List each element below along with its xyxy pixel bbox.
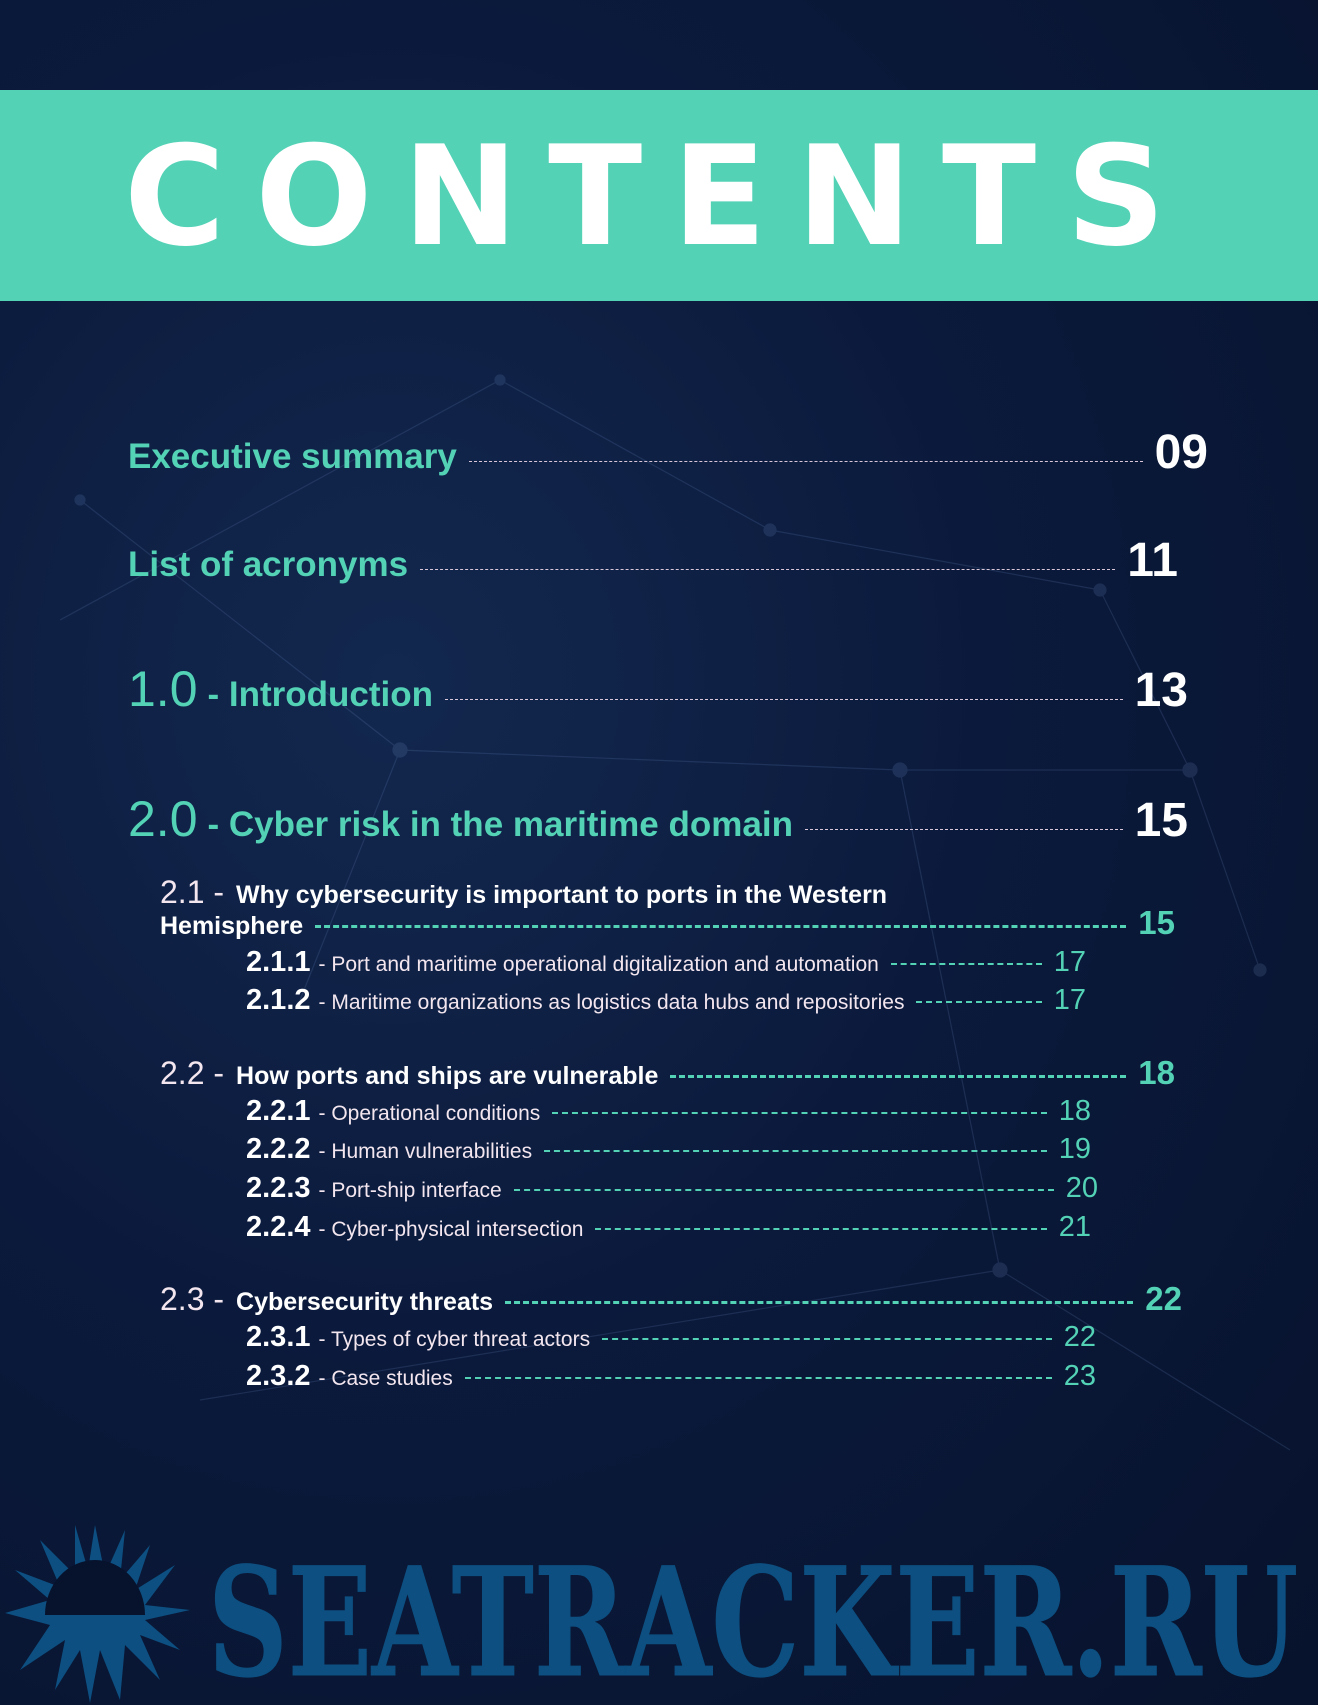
toc-entry-executive-summary[interactable]: Executive summary 09 bbox=[128, 425, 1208, 480]
toc-entry-2-2-1[interactable]: 2.2.1 - Operational conditions 18 bbox=[246, 1095, 1091, 1128]
section-number: 2.1.2 bbox=[246, 984, 311, 1016]
page-number: 18 bbox=[1138, 1054, 1175, 1091]
entry-label: - Types of cyber threat actors bbox=[318, 1328, 591, 1351]
entry-label: - Cyber risk in the maritime domain bbox=[207, 805, 793, 844]
toc-entry-2-1-line2[interactable]: Hemisphere 15 bbox=[160, 904, 1175, 942]
page-number: 23 bbox=[1063, 1360, 1096, 1392]
toc-entry-2-2-4[interactable]: 2.2.4 - Cyber-physical intersection 21 bbox=[246, 1211, 1091, 1244]
page-number: 09 bbox=[1154, 426, 1208, 479]
section-number: 2.2.4 bbox=[246, 1211, 311, 1243]
dot-leader bbox=[595, 1228, 1047, 1230]
entry-label: - Port-ship interface bbox=[318, 1179, 502, 1202]
entry-label: Executive summary bbox=[128, 437, 457, 476]
toc-entry-2-1-1[interactable]: 2.1.1 - Port and maritime operational di… bbox=[246, 946, 1086, 979]
dot-leader bbox=[544, 1150, 1047, 1152]
page-number: 20 bbox=[1065, 1172, 1098, 1204]
dot-leader bbox=[445, 699, 1123, 700]
toc-entry-2-2[interactable]: 2.2 - How ports and ships are vulnerable… bbox=[160, 1054, 1175, 1092]
toc-entry-introduction[interactable]: 1.0 - Introduction 13 bbox=[128, 660, 1188, 718]
entry-label: Hemisphere bbox=[160, 912, 304, 940]
toc-entry-2-3-2[interactable]: 2.3.2 - Case studies 23 bbox=[246, 1360, 1096, 1393]
page-number: 17 bbox=[1053, 946, 1086, 978]
dot-leader bbox=[464, 1377, 1052, 1379]
dot-leader bbox=[602, 1338, 1052, 1340]
section-number: 2.3 - bbox=[160, 1281, 225, 1317]
section-number: 2.2.2 bbox=[246, 1133, 311, 1165]
toc-entry-cyber-risk[interactable]: 2.0 - Cyber risk in the maritime domain … bbox=[128, 790, 1188, 848]
page-number: 21 bbox=[1058, 1211, 1091, 1243]
toc-entry-2-2-2[interactable]: 2.2.2 - Human vulnerabilities 19 bbox=[246, 1133, 1091, 1166]
entry-label: - Port and maritime operational digitali… bbox=[318, 953, 879, 976]
entry-label: - Maritime organizations as logistics da… bbox=[318, 991, 905, 1014]
dot-leader bbox=[513, 1189, 1054, 1191]
page-number: 15 bbox=[1138, 904, 1175, 941]
page-number: 17 bbox=[1053, 984, 1086, 1016]
section-number: 2.0 bbox=[128, 791, 198, 847]
dot-leader bbox=[315, 925, 1127, 928]
page-number: 13 bbox=[1134, 664, 1188, 717]
section-number: 2.3.1 bbox=[246, 1321, 311, 1353]
dot-leader bbox=[505, 1301, 1134, 1304]
section-number: 2.1 - bbox=[160, 874, 225, 910]
section-number: 2.2 - bbox=[160, 1055, 225, 1091]
dot-leader bbox=[468, 461, 1143, 462]
entry-label: Why cybersecurity is important to ports … bbox=[236, 881, 888, 909]
dot-leader bbox=[890, 963, 1042, 965]
entry-label: How ports and ships are vulnerable bbox=[236, 1062, 659, 1090]
page-number: 22 bbox=[1145, 1280, 1182, 1317]
toc-entry-2-3-1[interactable]: 2.3.1 - Types of cyber threat actors 22 bbox=[246, 1321, 1096, 1354]
section-number: 2.2.3 bbox=[246, 1172, 311, 1204]
sun-icon bbox=[5, 1525, 190, 1703]
toc-entry-2-2-3[interactable]: 2.2.3 - Port-ship interface 20 bbox=[246, 1172, 1098, 1205]
entry-label: - Cyber-physical intersection bbox=[318, 1218, 584, 1241]
entry-label: - Introduction bbox=[207, 675, 434, 714]
section-number: 2.1.1 bbox=[246, 946, 311, 978]
dot-leader bbox=[916, 1001, 1042, 1003]
seatracker-watermark-logo: SEATRACKER.RU bbox=[5, 1525, 1299, 1705]
toc-entry-2-3[interactable]: 2.3 - Cybersecurity threats 22 bbox=[160, 1280, 1182, 1318]
page-number: 22 bbox=[1063, 1321, 1096, 1353]
dot-leader bbox=[552, 1112, 1047, 1114]
page-number: 18 bbox=[1058, 1095, 1091, 1127]
entry-label: List of acronyms bbox=[128, 545, 409, 584]
entry-label: - Operational conditions bbox=[318, 1102, 541, 1125]
section-number: 2.3.2 bbox=[246, 1360, 311, 1392]
toc-entry-2-1-line1[interactable]: 2.1 - Why cybersecurity is important to … bbox=[160, 874, 887, 911]
entry-label: - Case studies bbox=[318, 1367, 453, 1390]
section-number: 1.0 bbox=[128, 661, 198, 717]
page-number: 15 bbox=[1134, 794, 1188, 847]
title-banner: CONTENTS bbox=[0, 90, 1318, 301]
page-title: CONTENTS bbox=[124, 116, 1196, 277]
watermark-text: SEATRACKER.RU bbox=[208, 1535, 1298, 1705]
dot-leader bbox=[670, 1075, 1127, 1078]
page-number: 19 bbox=[1058, 1133, 1091, 1165]
dot-leader bbox=[804, 829, 1123, 830]
toc-entry-2-1-2[interactable]: 2.1.2 - Maritime organizations as logist… bbox=[246, 984, 1086, 1017]
section-number: 2.2.1 bbox=[246, 1095, 311, 1127]
entry-label: Cybersecurity threats bbox=[236, 1288, 494, 1316]
toc-entry-list-of-acronyms[interactable]: List of acronyms 11 bbox=[128, 533, 1178, 588]
entry-label: - Human vulnerabilities bbox=[318, 1140, 533, 1163]
page-number: 11 bbox=[1127, 534, 1178, 587]
dot-leader bbox=[420, 569, 1116, 570]
